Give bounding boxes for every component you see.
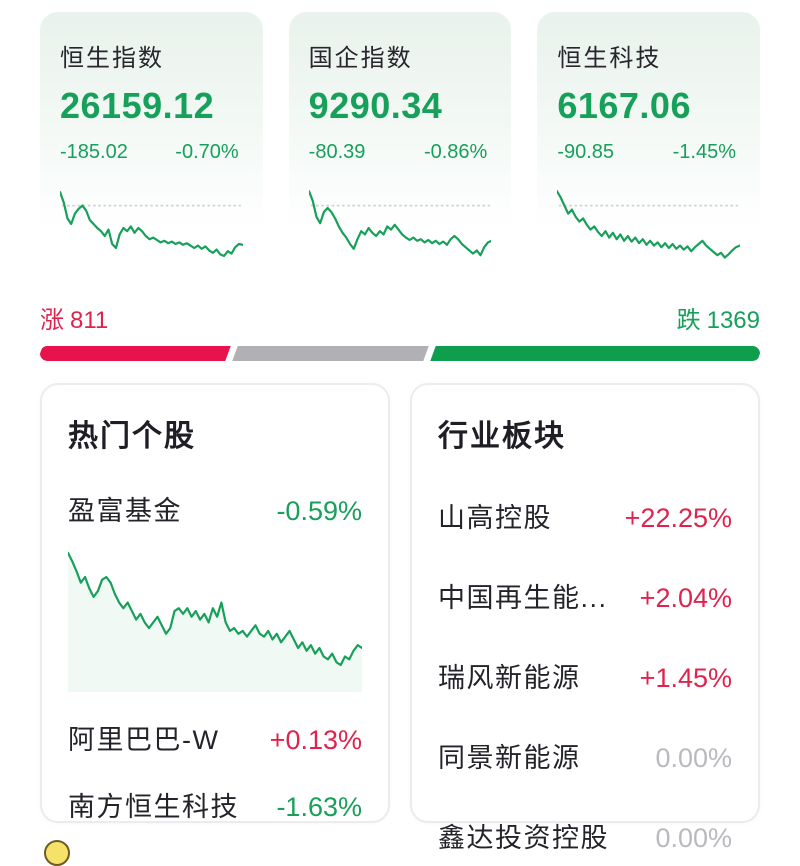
sectors-title: 行业板块: [438, 420, 566, 453]
index-change-pct: -1.45%: [672, 141, 737, 163]
sector-name: 中国再生能...: [438, 583, 608, 613]
breadth-bar-down-segment: [430, 346, 760, 361]
index-change-pct: -0.86%: [423, 141, 488, 163]
stock-name: 盈富基金: [68, 496, 182, 526]
sector-change-pct: +1.45%: [639, 663, 732, 693]
sector-change-pct: 0.00%: [655, 823, 732, 853]
hot-stock-chart: [68, 550, 362, 692]
hot-stocks-title: 热门个股: [68, 420, 196, 453]
stock-row[interactable]: 南方恒生科技 -1.63%: [68, 785, 362, 824]
sector-name: 鑫达投资控股: [438, 823, 609, 853]
sector-name: 瑞风新能源: [438, 663, 581, 693]
market-breadth-labels: 涨 811 跌 1369: [0, 300, 800, 335]
index-card-hstech[interactable]: 恒生科技 6167.06 -90.85 -1.45%: [537, 12, 761, 284]
sector-row[interactable]: 鑫达投资控股 0.00%: [438, 816, 732, 855]
index-name: 恒生科技: [557, 45, 662, 72]
hot-stocks-panel: 热门个股 盈富基金 -0.59% 阿里巴巴-W +0.13% 南方恒生科技 -1…: [40, 383, 390, 823]
sector-row[interactable]: 山高控股 +22.25%: [438, 496, 732, 535]
breadth-bar-up-segment: [40, 346, 231, 361]
stock-name: 南方恒生科技: [68, 792, 239, 822]
breadth-bar-flat-segment: [232, 346, 429, 361]
index-card-hsi[interactable]: 恒生指数 26159.12 -185.02 -0.70%: [40, 12, 263, 284]
index-name: 国企指数: [308, 45, 413, 72]
sector-row[interactable]: 瑞风新能源 +1.45%: [438, 656, 732, 695]
index-card-hscei[interactable]: 国企指数 9290.34 -80.39 -0.86%: [288, 12, 512, 284]
stock-row[interactable]: 阿里巴巴-W +0.13%: [68, 718, 362, 757]
index-value: 6167.06: [557, 85, 691, 126]
stock-change-pct: +0.13%: [269, 725, 362, 755]
sectors-panel: 行业板块 山高控股 +22.25% 中国再生能... +2.04% 瑞风新能源 …: [410, 383, 760, 853]
index-value: 26159.12: [60, 85, 215, 126]
index-change: -185.02: [60, 141, 128, 163]
sector-row[interactable]: 同景新能源 0.00%: [438, 736, 732, 775]
index-change-row: -80.39 -0.86%: [309, 141, 492, 164]
index-value: 9290.34: [308, 85, 443, 126]
index-cards: 恒生指数 26159.12 -185.02 -0.70% 国企指数 9290.3…: [0, 0, 800, 284]
index-change-row: -90.85 -1.45%: [557, 141, 740, 164]
index-sparkline-chart: [557, 188, 740, 268]
sector-name: 同景新能源: [438, 743, 581, 773]
stock-name: 阿里巴巴-W: [68, 725, 220, 755]
index-change: -90.85: [557, 141, 615, 163]
advancers-count: 811: [70, 307, 109, 334]
stock-change-pct: -0.59%: [276, 496, 362, 526]
market-breadth-bar: [40, 346, 760, 361]
sector-change-pct: 0.00%: [655, 743, 732, 773]
index-change-row: -185.02 -0.70%: [60, 141, 243, 164]
advancers-label: 涨 811: [40, 307, 109, 334]
index-name: 恒生指数: [60, 45, 164, 72]
index-change: -80.39: [308, 141, 366, 163]
stock-change-pct: -1.63%: [276, 792, 362, 822]
sector-row[interactable]: 中国再生能... +2.04%: [438, 576, 732, 615]
decliners-label: 跌 1369: [676, 307, 760, 334]
emoji-icon: [44, 840, 70, 866]
stock-row[interactable]: 盈富基金 -0.59%: [68, 489, 362, 528]
index-sparkline-chart: [309, 188, 492, 268]
sector-change-pct: +2.04%: [639, 583, 732, 613]
decliners-count: 1369: [706, 307, 760, 334]
sector-name: 山高控股: [438, 503, 552, 533]
panels: 热门个股 盈富基金 -0.59% 阿里巴巴-W +0.13% 南方恒生科技 -1…: [0, 383, 800, 853]
index-change-pct: -0.70%: [175, 141, 239, 163]
sector-change-pct: +22.25%: [624, 503, 732, 533]
index-sparkline-chart: [60, 188, 243, 268]
